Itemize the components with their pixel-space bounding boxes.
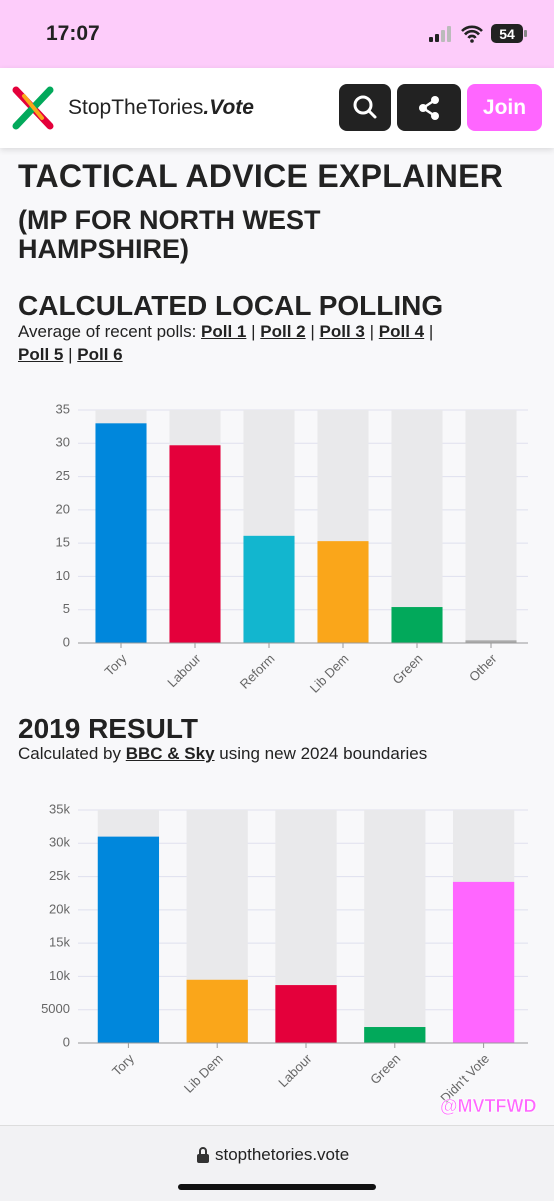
bar-track (391, 410, 443, 643)
x-tick-label: Lib Dem (307, 651, 352, 696)
bar (465, 640, 517, 643)
results-note: Calculated by BBC & Sky using new 2024 b… (18, 744, 427, 764)
poll-link[interactable]: Poll 2 (260, 322, 306, 341)
y-tick-label: 25k (49, 868, 70, 883)
separator: | (428, 322, 434, 341)
y-tick-label: 0 (63, 1034, 70, 1049)
poll-link[interactable]: Poll 6 (77, 345, 123, 364)
y-tick-label: 10k (49, 968, 70, 983)
page-title: TACTICAL ADVICE EXPLAINER (18, 158, 504, 194)
bar (364, 1027, 426, 1043)
status-icons: 54 (429, 24, 527, 43)
separator: | (251, 322, 256, 341)
share-button[interactable] (397, 84, 461, 131)
polls-note: Poll 5 | Poll 6 (18, 345, 123, 365)
y-tick-label: 10 (56, 568, 70, 583)
polls-note: Average of recent polls: Poll 1 | Poll 2… (18, 322, 433, 342)
bar (243, 535, 295, 643)
y-tick-label: 30k (49, 835, 70, 850)
y-tick-label: 25 (56, 468, 70, 483)
y-tick-label: 5 (63, 601, 70, 616)
bar (169, 445, 221, 643)
y-tick-label: 15k (49, 935, 70, 950)
join-button[interactable]: Join (467, 84, 542, 131)
y-tick-label: 35 (56, 401, 70, 416)
home-indicator (178, 1184, 376, 1190)
bar (452, 881, 515, 1043)
site-header: StopTheTories.Vote Join (0, 68, 554, 148)
x-tick-label: Tory (102, 651, 130, 679)
bar-track (465, 410, 517, 643)
page-subtitle: HAMPSHIRE) (18, 234, 190, 264)
logo-icon[interactable] (10, 84, 56, 132)
x-tick-label: Reform (237, 651, 278, 692)
brand-name: StopTheTories (68, 96, 204, 119)
y-tick-label: 35k (49, 801, 70, 816)
source-link[interactable]: BBC & Sky (125, 744, 215, 763)
polling-chart: 0 5 10 15 20 25 30 35 Tory Labour Reform Lib Dem Gre… (56, 401, 528, 696)
brand-suffix: .Vote (203, 96, 254, 119)
x-tick-label: Green (367, 1051, 403, 1087)
x-tick-label: Green (389, 651, 425, 687)
y-tick-label: 0 (63, 634, 70, 649)
y-tick-label: 20k (49, 901, 70, 916)
separator: | (68, 345, 73, 364)
note-text: Calculated by (18, 744, 122, 763)
bar (391, 607, 443, 643)
note-text: using new 2024 boundaries (219, 744, 428, 763)
poll-link[interactable]: Poll 1 (201, 322, 247, 341)
clock: 17:07 (46, 22, 100, 45)
search-button[interactable] (339, 84, 391, 131)
poll-link[interactable]: Poll 3 (319, 322, 365, 341)
result-chart: 0 5000 10k 15k 20k 25k 30k 35k Tory Lib Dem Labour… (41, 801, 528, 1106)
x-tick-label: Lib Dem (181, 1051, 226, 1096)
poll-link[interactable]: Poll 4 (378, 322, 425, 341)
y-tick-label: 5000 (41, 1001, 70, 1016)
y-tick-label: 20 (56, 501, 70, 516)
bar (186, 979, 248, 1043)
bar (275, 985, 337, 1043)
x-tick-label: Other (466, 650, 500, 684)
status-bar: 17:07 54 (0, 0, 554, 68)
y-tick-label: 30 (56, 435, 70, 450)
lock-icon (197, 1147, 209, 1163)
section-heading: CALCULATED LOCAL POLLING (18, 290, 444, 321)
section-heading: 2019 RESULT (18, 713, 198, 744)
url[interactable]: stopthetories.vote (215, 1145, 350, 1164)
battery-level: 54 (499, 26, 515, 42)
note-text: Average of recent polls: (18, 322, 197, 341)
bar-track (364, 810, 426, 1043)
separator: | (310, 322, 315, 341)
x-tick-label: Labour (275, 1050, 315, 1090)
brand[interactable]: StopTheTories.Vote (68, 96, 254, 120)
bar (97, 836, 160, 1043)
x-tick-label: Tory (109, 1051, 137, 1079)
page-subtitle: (MP FOR NORTH WEST (18, 205, 321, 235)
bar (95, 423, 147, 643)
x-tick-label: Labour (164, 650, 204, 690)
browser-bar: stopthetories.vote (0, 1125, 554, 1201)
poll-link[interactable]: Poll 5 (18, 345, 64, 364)
watermark: @MVTFWD (440, 1096, 537, 1117)
bar (317, 541, 369, 643)
separator: | (369, 322, 375, 341)
y-tick-label: 15 (56, 535, 70, 550)
